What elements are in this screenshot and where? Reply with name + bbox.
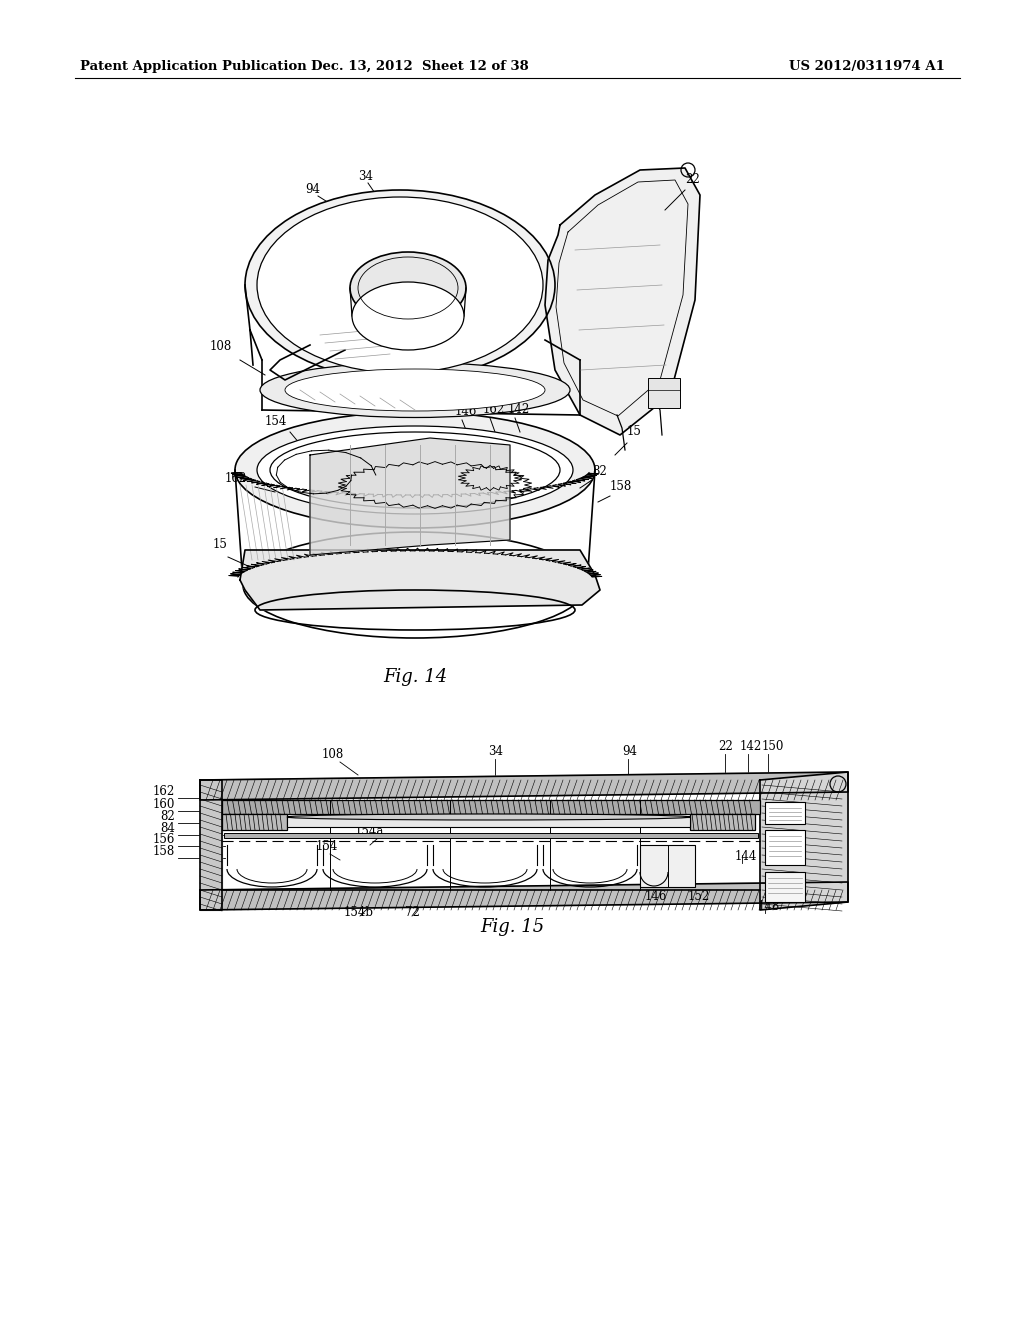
Text: 146: 146 [645,890,668,903]
Bar [648,378,680,408]
Bar [222,814,287,830]
Text: US 2012/0311974 A1: US 2012/0311974 A1 [790,59,945,73]
Text: 156: 156 [153,833,175,846]
Text: 160: 160 [153,799,175,810]
Text: 22: 22 [718,741,733,752]
Text: 150: 150 [762,741,784,752]
Text: 82: 82 [592,465,607,478]
Polygon shape [240,550,600,610]
Text: Fig. 15: Fig. 15 [480,917,544,936]
Text: 146: 146 [455,405,477,418]
Text: 162: 162 [483,403,505,416]
Text: 154: 154 [316,840,338,853]
Text: 152: 152 [688,890,711,903]
Text: 72: 72 [406,906,420,919]
Text: 144: 144 [735,850,758,863]
Bar [690,814,755,830]
Text: 22: 22 [685,173,699,186]
Bar [287,817,690,828]
Ellipse shape [285,370,545,411]
Text: 148: 148 [758,900,780,913]
Bar [765,873,805,902]
Text: 94: 94 [622,744,637,758]
Text: 158: 158 [610,480,632,492]
Ellipse shape [257,197,543,374]
Text: 15: 15 [213,539,228,550]
Bar [765,803,805,824]
Text: 34: 34 [488,744,503,758]
Text: 154: 154 [265,414,288,428]
Text: 108: 108 [322,748,344,762]
Text: 142: 142 [740,741,762,752]
Text: Dec. 13, 2012  Sheet 12 of 38: Dec. 13, 2012 Sheet 12 of 38 [311,59,528,73]
Polygon shape [200,882,848,909]
Text: 108: 108 [210,341,232,352]
Ellipse shape [352,282,464,350]
Text: 94: 94 [305,183,319,195]
Text: 15: 15 [627,425,642,438]
Text: 162: 162 [153,785,175,799]
Text: 158: 158 [153,845,175,858]
Bar [640,845,695,887]
Polygon shape [200,780,222,909]
Polygon shape [200,772,848,800]
Ellipse shape [257,426,573,513]
Bar [765,830,805,865]
Polygon shape [310,438,510,554]
Ellipse shape [350,252,466,323]
Ellipse shape [260,363,570,417]
Bar [222,800,760,814]
Text: 162: 162 [225,473,247,484]
Ellipse shape [234,412,595,528]
Bar [224,833,758,838]
Ellipse shape [245,190,555,380]
Polygon shape [545,168,700,436]
Text: Fig. 14: Fig. 14 [383,668,447,686]
Text: 154b: 154b [344,906,374,919]
Polygon shape [760,772,848,909]
Text: 82: 82 [160,810,175,822]
Text: 154a: 154a [355,825,384,838]
Text: 84: 84 [160,822,175,836]
Ellipse shape [287,814,690,820]
Text: Patent Application Publication: Patent Application Publication [80,59,307,73]
Text: 142: 142 [508,403,530,416]
Text: 34: 34 [358,170,373,183]
